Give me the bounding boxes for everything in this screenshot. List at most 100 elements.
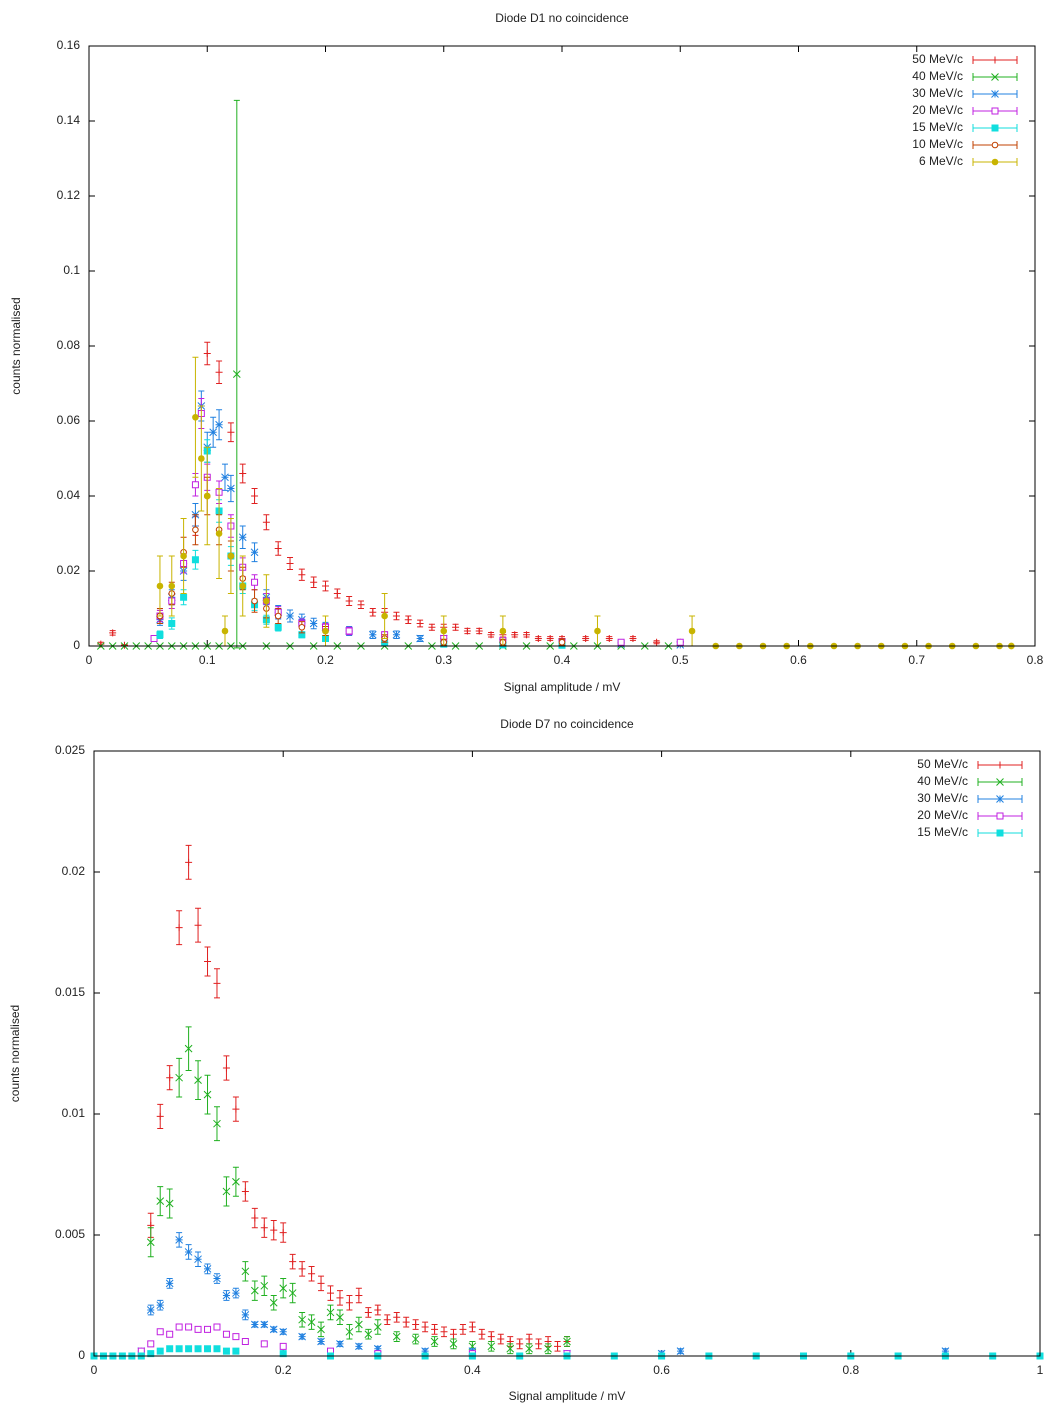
marker bbox=[411, 1335, 420, 1343]
marker bbox=[440, 1328, 448, 1336]
marker bbox=[194, 1325, 202, 1333]
marker bbox=[459, 1325, 467, 1333]
marker bbox=[156, 1197, 165, 1205]
marker bbox=[213, 1345, 221, 1353]
legend-marker bbox=[996, 812, 1004, 820]
legend-marker bbox=[991, 56, 999, 64]
y-tick-label: 0.025 bbox=[55, 743, 85, 757]
marker bbox=[221, 627, 229, 635]
marker bbox=[194, 921, 202, 929]
marker bbox=[364, 1330, 373, 1339]
plot-frame bbox=[93, 750, 1041, 1357]
marker bbox=[404, 616, 412, 624]
marker bbox=[222, 1187, 231, 1196]
marker bbox=[213, 1274, 221, 1283]
marker bbox=[558, 639, 566, 646]
marker bbox=[185, 1345, 193, 1353]
x-tick-label: 0.1 bbox=[199, 653, 216, 667]
marker bbox=[250, 548, 259, 557]
marker bbox=[368, 630, 377, 639]
marker bbox=[336, 1294, 344, 1302]
marker bbox=[317, 1337, 325, 1346]
marker bbox=[298, 1265, 306, 1273]
marker bbox=[373, 1344, 382, 1353]
marker bbox=[222, 1347, 230, 1355]
legend-label: 6 MeV/c bbox=[919, 154, 963, 168]
marker bbox=[298, 624, 306, 631]
marker bbox=[156, 1347, 164, 1355]
marker bbox=[241, 1267, 250, 1276]
x-tick-label: 0 bbox=[86, 653, 93, 667]
marker bbox=[428, 623, 436, 631]
marker bbox=[333, 590, 341, 597]
marker bbox=[487, 1342, 496, 1351]
marker bbox=[412, 1321, 420, 1329]
marker bbox=[232, 1289, 240, 1297]
marker bbox=[203, 350, 211, 357]
marker bbox=[232, 1347, 240, 1355]
marker bbox=[175, 1073, 183, 1082]
marker bbox=[430, 1337, 439, 1346]
marker bbox=[345, 597, 353, 605]
marker bbox=[499, 627, 507, 635]
marker bbox=[653, 638, 661, 646]
series bbox=[137, 1232, 950, 1358]
marker bbox=[166, 1330, 174, 1338]
marker bbox=[204, 1345, 212, 1353]
legend-marker bbox=[996, 778, 1004, 786]
x-tick-label: 0.5 bbox=[672, 653, 689, 667]
marker bbox=[191, 556, 199, 564]
legend-marker bbox=[991, 90, 999, 98]
marker bbox=[475, 627, 483, 635]
marker bbox=[525, 1335, 533, 1343]
marker bbox=[317, 1279, 325, 1287]
marker bbox=[156, 631, 164, 639]
marker bbox=[168, 582, 176, 590]
marker bbox=[192, 414, 199, 421]
marker bbox=[355, 1320, 363, 1329]
y-tick-label: 0.02 bbox=[57, 563, 81, 577]
marker bbox=[166, 1074, 174, 1082]
marker bbox=[146, 1238, 155, 1247]
marker bbox=[355, 1292, 363, 1299]
marker bbox=[286, 612, 294, 620]
series bbox=[147, 844, 571, 1352]
marker bbox=[941, 1347, 950, 1356]
marker bbox=[222, 1330, 230, 1338]
x-tick-label: 0.2 bbox=[317, 653, 334, 667]
marker bbox=[156, 1301, 165, 1310]
marker bbox=[185, 1323, 193, 1331]
x-tick-label: 0.2 bbox=[275, 1363, 292, 1377]
legend-label: 50 MeV/c bbox=[912, 52, 963, 66]
marker bbox=[251, 597, 258, 605]
marker bbox=[289, 1258, 297, 1266]
y-tick-label: 0.015 bbox=[55, 985, 85, 999]
series bbox=[156, 390, 685, 649]
chart-title: Diode D7 no coincidence bbox=[500, 717, 634, 731]
marker bbox=[594, 627, 601, 635]
legend-label: 15 MeV/c bbox=[917, 825, 968, 839]
marker bbox=[487, 631, 495, 639]
x-tick-label: 0.8 bbox=[842, 1363, 859, 1377]
marker bbox=[497, 1335, 505, 1343]
legend-label: 20 MeV/c bbox=[912, 103, 963, 117]
marker bbox=[156, 1112, 164, 1120]
marker bbox=[260, 1340, 268, 1348]
y-tick-label: 0.08 bbox=[57, 338, 81, 352]
marker bbox=[204, 1325, 212, 1333]
marker bbox=[251, 492, 259, 500]
x-tick-label: 0.6 bbox=[653, 1363, 670, 1377]
marker bbox=[175, 1345, 183, 1353]
marker bbox=[146, 1306, 155, 1314]
marker bbox=[373, 1323, 382, 1331]
marker bbox=[227, 428, 235, 436]
marker bbox=[449, 1330, 457, 1338]
marker bbox=[298, 1332, 306, 1341]
marker bbox=[175, 1323, 183, 1331]
marker bbox=[209, 428, 218, 437]
legend-label: 50 MeV/c bbox=[917, 757, 968, 771]
marker bbox=[317, 1325, 325, 1334]
marker bbox=[203, 492, 211, 500]
marker bbox=[215, 420, 223, 429]
marker bbox=[431, 1325, 439, 1333]
